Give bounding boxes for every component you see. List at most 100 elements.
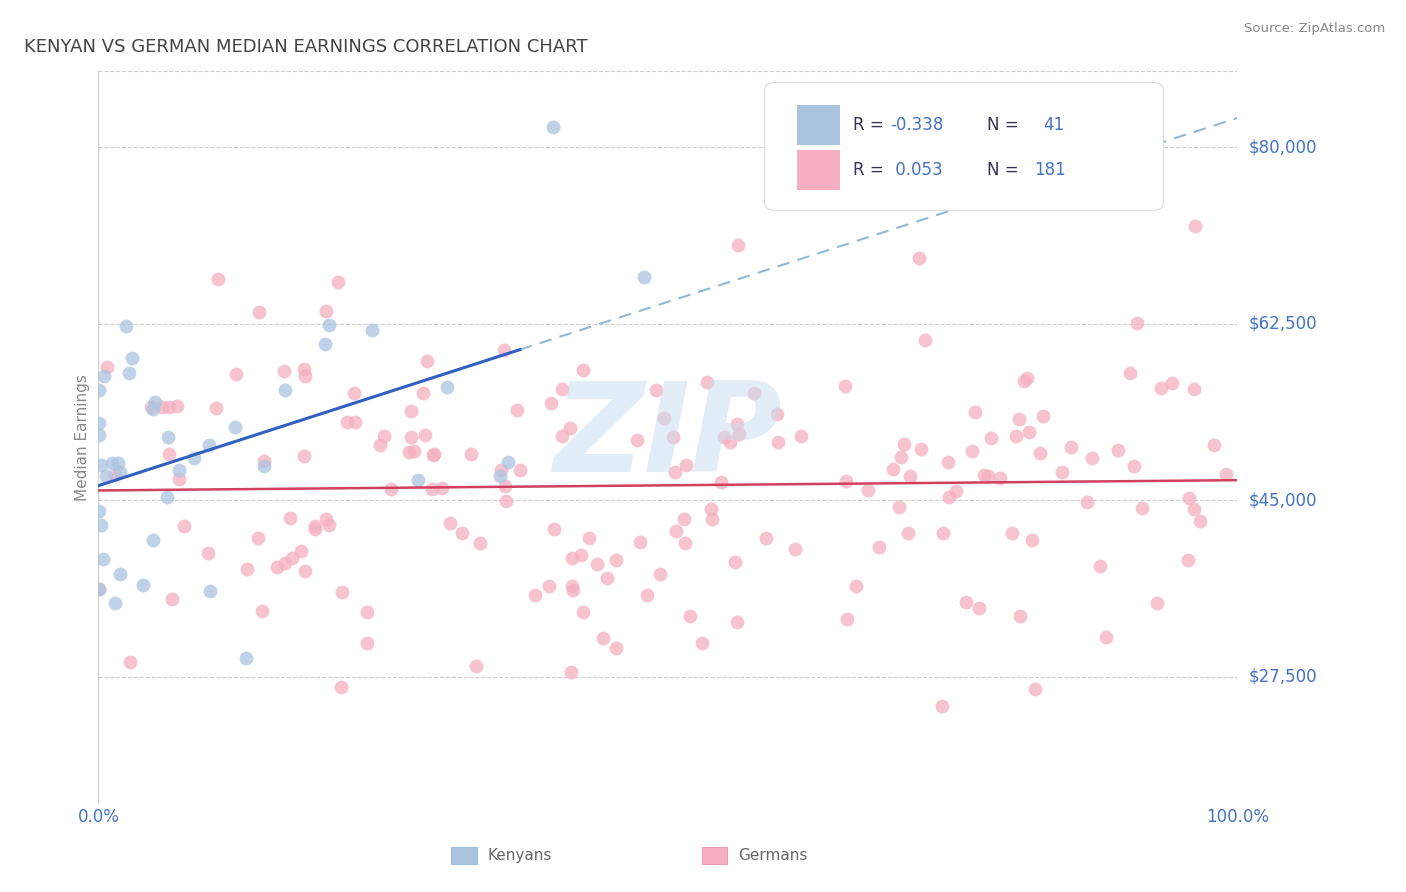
Point <box>710 475 733 490</box>
Point <box>845 579 868 593</box>
Point <box>273 364 295 378</box>
Point <box>87 428 110 442</box>
Point <box>247 305 270 319</box>
Point <box>1080 450 1102 465</box>
Point <box>1150 380 1173 394</box>
Text: N =: N = <box>987 116 1018 134</box>
Point <box>402 443 425 458</box>
Point <box>423 447 446 461</box>
Point <box>551 383 574 397</box>
Point <box>960 443 983 458</box>
Point <box>489 468 512 483</box>
Point <box>120 655 142 669</box>
Point <box>742 386 765 401</box>
Text: ZIP: ZIP <box>554 376 782 498</box>
Point <box>416 354 439 368</box>
Point <box>931 699 953 714</box>
Point <box>356 636 378 650</box>
Point <box>294 368 316 383</box>
Point <box>107 456 129 470</box>
Point <box>1161 376 1184 390</box>
Point <box>725 615 748 629</box>
Point <box>290 544 312 558</box>
Text: 0.053: 0.053 <box>890 161 942 179</box>
Point <box>561 579 583 593</box>
Point <box>936 455 959 469</box>
Point <box>673 536 696 550</box>
Point <box>150 401 173 415</box>
Text: $45,000: $45,000 <box>1249 491 1317 509</box>
Point <box>422 448 444 462</box>
Point <box>87 383 110 397</box>
Point <box>412 386 434 401</box>
Point <box>93 368 115 383</box>
Point <box>278 510 301 524</box>
Point <box>585 557 607 571</box>
Point <box>380 483 402 497</box>
Point <box>725 417 748 431</box>
Point <box>156 430 179 444</box>
Text: Germans: Germans <box>738 848 808 863</box>
Point <box>509 463 531 477</box>
Point <box>626 433 648 447</box>
Point <box>141 400 163 414</box>
Point <box>690 636 713 650</box>
Text: N =: N = <box>987 161 1018 179</box>
Point <box>89 416 111 430</box>
Point <box>224 420 246 434</box>
Point <box>790 429 813 443</box>
Point <box>197 546 219 560</box>
Point <box>592 631 614 645</box>
Point <box>100 456 122 470</box>
Point <box>955 594 977 608</box>
Point <box>1125 316 1147 330</box>
Point <box>157 401 180 415</box>
Point <box>121 351 143 365</box>
Point <box>87 504 110 518</box>
Bar <box>451 847 477 863</box>
Point <box>1202 438 1225 452</box>
FancyBboxPatch shape <box>765 82 1163 211</box>
Point <box>143 395 166 409</box>
Point <box>207 271 229 285</box>
Point <box>361 322 384 336</box>
Point <box>344 415 367 429</box>
Point <box>834 379 856 393</box>
Point <box>561 583 583 598</box>
Point <box>1182 502 1205 516</box>
Point <box>330 584 353 599</box>
Point <box>494 343 516 358</box>
Point <box>882 462 904 476</box>
Y-axis label: Median Earnings: Median Earnings <box>75 374 90 500</box>
Point <box>724 555 747 569</box>
Point <box>652 410 675 425</box>
Point <box>890 450 912 464</box>
Point <box>1017 371 1039 385</box>
Point <box>605 641 627 656</box>
Point <box>868 540 890 554</box>
Point <box>247 531 270 545</box>
Point <box>633 269 655 284</box>
Point <box>115 318 138 333</box>
Point <box>104 596 127 610</box>
Point <box>1107 442 1129 457</box>
Text: $80,000: $80,000 <box>1249 138 1317 156</box>
Point <box>672 512 695 526</box>
Point <box>183 450 205 465</box>
Point <box>343 386 366 401</box>
Point <box>648 567 671 582</box>
Point <box>200 583 222 598</box>
Point <box>436 379 458 393</box>
Point <box>96 360 118 375</box>
Point <box>292 450 315 464</box>
Point <box>977 469 1000 483</box>
Text: 181: 181 <box>1035 161 1066 179</box>
Point <box>969 601 991 615</box>
Point <box>945 483 967 498</box>
Point <box>596 571 619 585</box>
Point <box>399 404 422 418</box>
Point <box>166 399 188 413</box>
Text: R =: R = <box>853 161 890 179</box>
Point <box>356 606 378 620</box>
Point <box>755 531 778 545</box>
